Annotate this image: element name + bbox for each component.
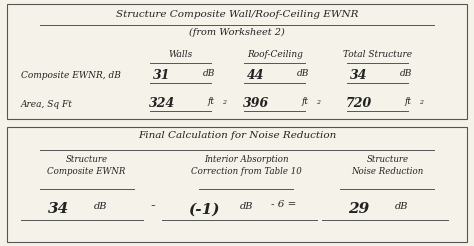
Text: Total Structure: Total Structure bbox=[343, 50, 412, 59]
Text: 2: 2 bbox=[316, 100, 320, 105]
Text: dB: dB bbox=[297, 69, 309, 78]
Text: dB: dB bbox=[400, 69, 412, 78]
Text: dB: dB bbox=[395, 202, 408, 211]
Text: 720: 720 bbox=[346, 97, 372, 110]
Text: 34: 34 bbox=[350, 69, 368, 82]
Text: 2: 2 bbox=[419, 100, 423, 105]
Text: ft: ft bbox=[208, 97, 215, 106]
Text: 29: 29 bbox=[348, 202, 370, 216]
Text: Structure
Composite EWNR: Structure Composite EWNR bbox=[47, 155, 126, 176]
FancyBboxPatch shape bbox=[7, 127, 467, 242]
Text: 2: 2 bbox=[222, 100, 226, 105]
Text: 396: 396 bbox=[243, 97, 269, 110]
Text: dB: dB bbox=[240, 202, 253, 211]
FancyBboxPatch shape bbox=[7, 4, 467, 119]
Text: 34: 34 bbox=[48, 202, 69, 216]
Text: 44: 44 bbox=[247, 69, 264, 82]
Text: - 6 =: - 6 = bbox=[271, 200, 297, 209]
Text: dB: dB bbox=[202, 69, 215, 78]
Text: ft: ft bbox=[405, 97, 412, 106]
Text: ft: ft bbox=[301, 97, 309, 106]
Text: Composite EWNR, dB: Composite EWNR, dB bbox=[21, 71, 121, 80]
Text: 31: 31 bbox=[153, 69, 171, 82]
Text: Walls: Walls bbox=[168, 50, 193, 59]
Text: 324: 324 bbox=[149, 97, 175, 110]
Text: dB: dB bbox=[94, 202, 108, 211]
Text: Final Calculation for Noise Reduction: Final Calculation for Noise Reduction bbox=[138, 131, 336, 140]
Text: -: - bbox=[150, 199, 155, 213]
Text: (from Worksheet 2): (from Worksheet 2) bbox=[189, 28, 285, 37]
Text: Structure Composite Wall/Roof-Ceiling EWNR: Structure Composite Wall/Roof-Ceiling EW… bbox=[116, 10, 358, 19]
Text: Area, Sq Ft: Area, Sq Ft bbox=[21, 100, 73, 108]
Text: (-1): (-1) bbox=[188, 202, 220, 216]
Text: Roof-Ceiling: Roof-Ceiling bbox=[246, 50, 302, 59]
Text: Structure
Noise Reduction: Structure Noise Reduction bbox=[351, 155, 423, 176]
Text: Interior Absorption
Correction from Table 10: Interior Absorption Correction from Tabl… bbox=[191, 155, 302, 176]
